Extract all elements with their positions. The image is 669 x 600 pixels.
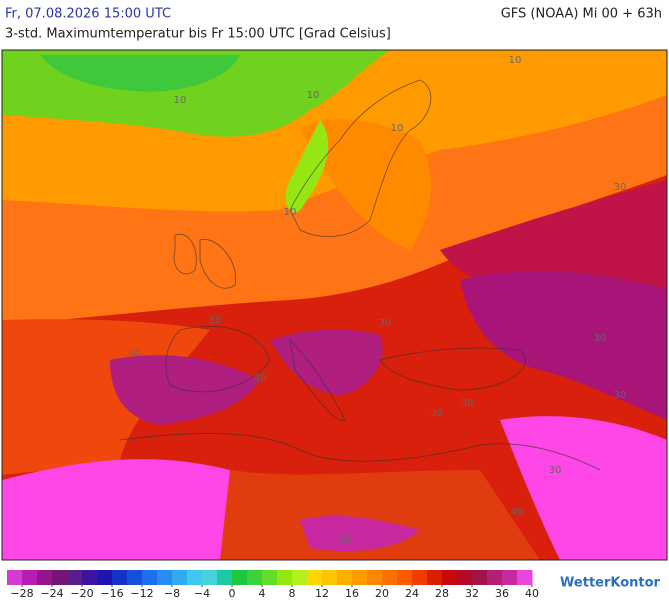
legend-tick-label: 36	[495, 587, 509, 600]
contour-label: 10	[284, 207, 297, 218]
legend-swatch	[502, 570, 518, 585]
legend-swatch	[442, 570, 458, 585]
legend-tick-label: −24	[40, 587, 63, 600]
contour-label: 10	[307, 90, 320, 101]
legend-tick-label: 20	[375, 587, 389, 600]
legend-tick-label: 0	[229, 587, 236, 600]
contour-label: 10	[391, 123, 404, 134]
legend-swatch	[157, 570, 173, 585]
contour-label: 30	[614, 182, 627, 193]
color-legend: −28 −24 −20 −16 −12 −8 −4 0 4 8 12 16 20 24 28 32 36 40	[7, 570, 539, 600]
contour-label: 30	[379, 318, 392, 329]
legend-swatch	[397, 570, 413, 585]
contour-labels: 10 10 10 10 10 30 30 30 30 30 30 30 30 30 30 40 30	[127, 55, 627, 546]
contour-label: 30	[549, 465, 562, 476]
legend-swatch	[367, 570, 383, 585]
legend-tick-label: 32	[465, 587, 479, 600]
legend-tick-label: 40	[525, 587, 539, 600]
map-title: Fr, 07.08.2026 15:00 UTC	[5, 7, 171, 22]
contour-label: 30	[339, 535, 352, 546]
legend-swatch	[127, 570, 143, 585]
model-run: GFS (NOAA) Mi 00 + 63h	[501, 7, 662, 22]
legend-swatch	[67, 570, 83, 585]
legend-swatch	[247, 570, 263, 585]
contour-label: 30	[594, 333, 607, 344]
legend-tick-label: −20	[70, 587, 93, 600]
legend-swatch	[427, 570, 443, 585]
legend-swatch	[7, 570, 23, 585]
contour-label: 10	[174, 95, 187, 106]
legend-swatch	[337, 570, 353, 585]
legend-tick-label: −28	[10, 587, 33, 600]
legend-swatch	[142, 570, 158, 585]
contour-label: 30	[461, 398, 474, 409]
legend-swatch	[292, 570, 308, 585]
legend-swatch	[472, 570, 488, 585]
legend-tick-label: −12	[130, 587, 153, 600]
contour-label: 30	[431, 408, 444, 419]
legend-swatch	[517, 570, 533, 585]
legend-swatch	[202, 570, 218, 585]
contour-label: 30	[254, 373, 267, 384]
legend-swatch	[82, 570, 98, 585]
legend-swatch	[52, 570, 68, 585]
legend-swatch	[37, 570, 53, 585]
legend-swatch	[112, 570, 128, 585]
contour-label: 40	[511, 507, 524, 518]
temperature-field	[2, 50, 667, 560]
contour-label: 30	[614, 390, 627, 401]
legend-swatch	[457, 570, 473, 585]
legend-swatch	[187, 570, 203, 585]
legend-swatch	[487, 570, 503, 585]
logo: WetterKontor	[560, 576, 661, 591]
legend-tick-label: 16	[345, 587, 359, 600]
legend-swatch	[217, 570, 233, 585]
map-subtitle: 3-std. Maximumtemperatur bis Fr 15:00 UT…	[5, 27, 391, 42]
contour-label: 30	[127, 348, 140, 359]
legend-tick-label: 12	[315, 587, 329, 600]
legend-swatch	[352, 570, 368, 585]
map-frame	[1, 49, 668, 561]
legend-tick-label: 8	[289, 587, 296, 600]
legend-swatch	[97, 570, 113, 585]
legend-swatch	[412, 570, 428, 585]
legend-tick-label: −4	[194, 587, 210, 600]
legend-swatch	[307, 570, 323, 585]
legend-tick-label: −16	[100, 587, 123, 600]
legend-swatch	[262, 570, 278, 585]
legend-swatch	[277, 570, 293, 585]
legend-swatch	[382, 570, 398, 585]
legend-tick-label: 24	[405, 587, 419, 600]
legend-swatch	[22, 570, 38, 585]
legend-tick-label: 28	[435, 587, 449, 600]
legend-swatch	[232, 570, 248, 585]
legend-tick-label: −8	[164, 587, 180, 600]
contour-label: 10	[509, 55, 522, 66]
legend-swatch	[172, 570, 188, 585]
contour-label: 30	[209, 315, 222, 326]
legend-tick-label: 4	[259, 587, 266, 600]
legend-swatch	[322, 570, 338, 585]
